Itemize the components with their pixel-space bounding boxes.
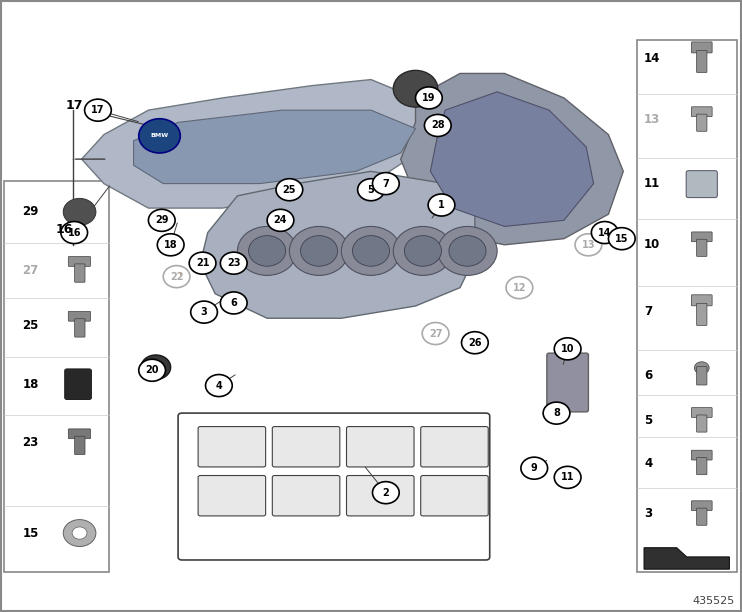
Circle shape <box>506 277 533 299</box>
Circle shape <box>543 402 570 424</box>
Text: 13: 13 <box>582 240 595 250</box>
FancyBboxPatch shape <box>692 450 712 460</box>
Text: 11: 11 <box>561 472 574 482</box>
Circle shape <box>422 323 449 345</box>
Circle shape <box>63 520 96 547</box>
Text: 10: 10 <box>644 238 660 252</box>
FancyBboxPatch shape <box>178 413 490 560</box>
Text: 10: 10 <box>561 344 574 354</box>
Circle shape <box>358 179 384 201</box>
Text: 17: 17 <box>65 99 83 112</box>
Circle shape <box>695 362 709 374</box>
Text: 20: 20 <box>145 365 159 375</box>
Text: 14: 14 <box>644 52 660 65</box>
Circle shape <box>424 114 451 136</box>
FancyBboxPatch shape <box>697 239 707 256</box>
FancyBboxPatch shape <box>697 304 707 326</box>
Circle shape <box>608 228 635 250</box>
FancyBboxPatch shape <box>637 40 737 572</box>
FancyBboxPatch shape <box>65 369 91 400</box>
Text: 27: 27 <box>22 264 39 277</box>
FancyBboxPatch shape <box>347 427 414 467</box>
Text: 17: 17 <box>91 105 105 115</box>
Text: 26: 26 <box>468 338 482 348</box>
Circle shape <box>148 209 175 231</box>
Text: BMW: BMW <box>151 133 168 138</box>
Circle shape <box>341 226 401 275</box>
Text: 7: 7 <box>644 305 652 318</box>
Circle shape <box>554 338 581 360</box>
Circle shape <box>428 194 455 216</box>
Text: 6: 6 <box>230 298 237 308</box>
FancyBboxPatch shape <box>421 427 488 467</box>
FancyBboxPatch shape <box>692 501 712 510</box>
FancyBboxPatch shape <box>692 408 712 417</box>
FancyBboxPatch shape <box>692 107 712 117</box>
Polygon shape <box>174 268 188 278</box>
Text: 3: 3 <box>200 307 208 317</box>
Circle shape <box>139 119 180 153</box>
Circle shape <box>220 252 247 274</box>
FancyBboxPatch shape <box>547 353 588 412</box>
FancyBboxPatch shape <box>75 319 85 337</box>
Text: 7: 7 <box>382 179 390 188</box>
Circle shape <box>352 236 390 266</box>
Circle shape <box>139 359 165 381</box>
Circle shape <box>575 234 602 256</box>
FancyBboxPatch shape <box>68 256 91 266</box>
Circle shape <box>372 482 399 504</box>
Text: 5: 5 <box>644 414 652 427</box>
Text: 2: 2 <box>382 488 390 498</box>
Text: 16: 16 <box>56 223 73 236</box>
Text: !: ! <box>180 272 183 278</box>
Text: 13: 13 <box>644 113 660 126</box>
Circle shape <box>85 99 111 121</box>
Circle shape <box>61 222 88 244</box>
Text: 4: 4 <box>215 381 223 390</box>
Circle shape <box>393 226 453 275</box>
FancyBboxPatch shape <box>75 264 85 282</box>
FancyBboxPatch shape <box>272 427 340 467</box>
FancyBboxPatch shape <box>4 181 109 572</box>
FancyBboxPatch shape <box>697 458 707 475</box>
FancyBboxPatch shape <box>692 42 712 53</box>
Text: 9: 9 <box>531 463 538 473</box>
Text: 21: 21 <box>196 258 209 268</box>
Text: 6: 6 <box>644 368 652 382</box>
Circle shape <box>301 236 338 266</box>
Text: 11: 11 <box>644 177 660 190</box>
Circle shape <box>372 173 399 195</box>
Text: 18: 18 <box>164 240 177 250</box>
Text: 5: 5 <box>367 185 375 195</box>
Circle shape <box>63 198 96 225</box>
Circle shape <box>249 236 286 266</box>
Text: 19: 19 <box>422 93 436 103</box>
FancyBboxPatch shape <box>272 476 340 516</box>
Text: 16: 16 <box>68 228 81 237</box>
Circle shape <box>591 222 618 244</box>
Text: 23: 23 <box>22 436 39 449</box>
FancyBboxPatch shape <box>697 114 707 132</box>
Circle shape <box>267 209 294 231</box>
FancyBboxPatch shape <box>198 476 266 516</box>
Text: 25: 25 <box>283 185 296 195</box>
Circle shape <box>554 466 581 488</box>
Text: 24: 24 <box>274 215 287 225</box>
Polygon shape <box>200 171 475 318</box>
FancyBboxPatch shape <box>697 367 707 385</box>
Circle shape <box>438 226 497 275</box>
Circle shape <box>141 355 171 379</box>
FancyBboxPatch shape <box>421 476 488 516</box>
Circle shape <box>289 226 349 275</box>
Circle shape <box>393 70 438 107</box>
Text: 8: 8 <box>553 408 560 418</box>
Polygon shape <box>644 548 729 569</box>
Circle shape <box>276 179 303 201</box>
Circle shape <box>72 527 87 539</box>
Circle shape <box>449 236 486 266</box>
FancyBboxPatch shape <box>686 171 718 198</box>
Text: 4: 4 <box>644 457 652 469</box>
Text: 27: 27 <box>429 329 442 338</box>
FancyBboxPatch shape <box>692 295 712 306</box>
